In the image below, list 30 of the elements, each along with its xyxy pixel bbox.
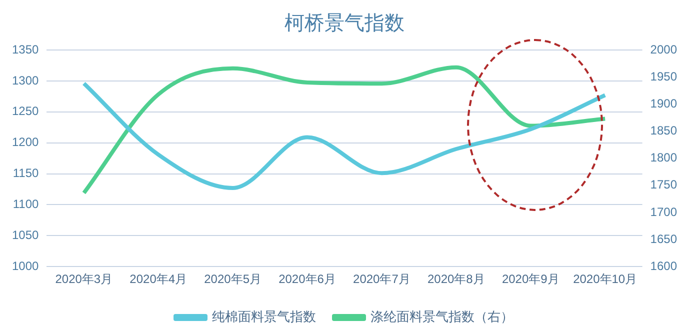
line-series bbox=[82, 81, 608, 190]
y-tick-label: 1250 bbox=[12, 104, 40, 118]
y2-tick-label: 1950 bbox=[650, 69, 678, 84]
x-tick-label: 2020年10月 bbox=[573, 272, 638, 286]
y2-tick-label: 1800 bbox=[650, 150, 678, 165]
y2-tick-label: 1650 bbox=[650, 232, 678, 246]
y-tick-label: 1150 bbox=[12, 166, 40, 180]
line-series bbox=[82, 65, 608, 195]
x-tick-label: 2020年3月 bbox=[55, 272, 113, 286]
y-tick-label: 1300 bbox=[12, 73, 40, 88]
x-tick-label: 2020年9月 bbox=[502, 272, 560, 286]
y2-tick-label: 2000 bbox=[650, 42, 678, 56]
y2-tick-label: 1700 bbox=[650, 204, 678, 219]
y2-tick-label: 1850 bbox=[650, 124, 678, 138]
y-tick-label: 1000 bbox=[12, 258, 40, 273]
y-tick-label: 1050 bbox=[12, 228, 40, 242]
chart-title: 柯桥景气指数 bbox=[284, 12, 404, 35]
y2-tick-label: 1900 bbox=[650, 96, 678, 110]
x-tick-label: 2020年4月 bbox=[130, 272, 188, 286]
y2-tick-label: 1750 bbox=[650, 178, 678, 192]
y-tick-label: 1200 bbox=[12, 135, 40, 150]
y2-tick-label: 1600 bbox=[650, 258, 678, 273]
x-tick-label: 2020年8月 bbox=[427, 272, 485, 286]
y-tick-label: 1350 bbox=[12, 42, 40, 56]
y-tick-label: 1100 bbox=[12, 197, 40, 212]
legend-label: 涤纶面料景气指数（右） bbox=[370, 309, 514, 324]
x-tick-label: 2020年5月 bbox=[204, 272, 262, 286]
x-tick-label: 2020年7月 bbox=[353, 272, 410, 286]
legend-label: 纯棉面料景气指数 bbox=[212, 309, 316, 324]
x-tick-label: 2020年6月 bbox=[278, 272, 336, 286]
